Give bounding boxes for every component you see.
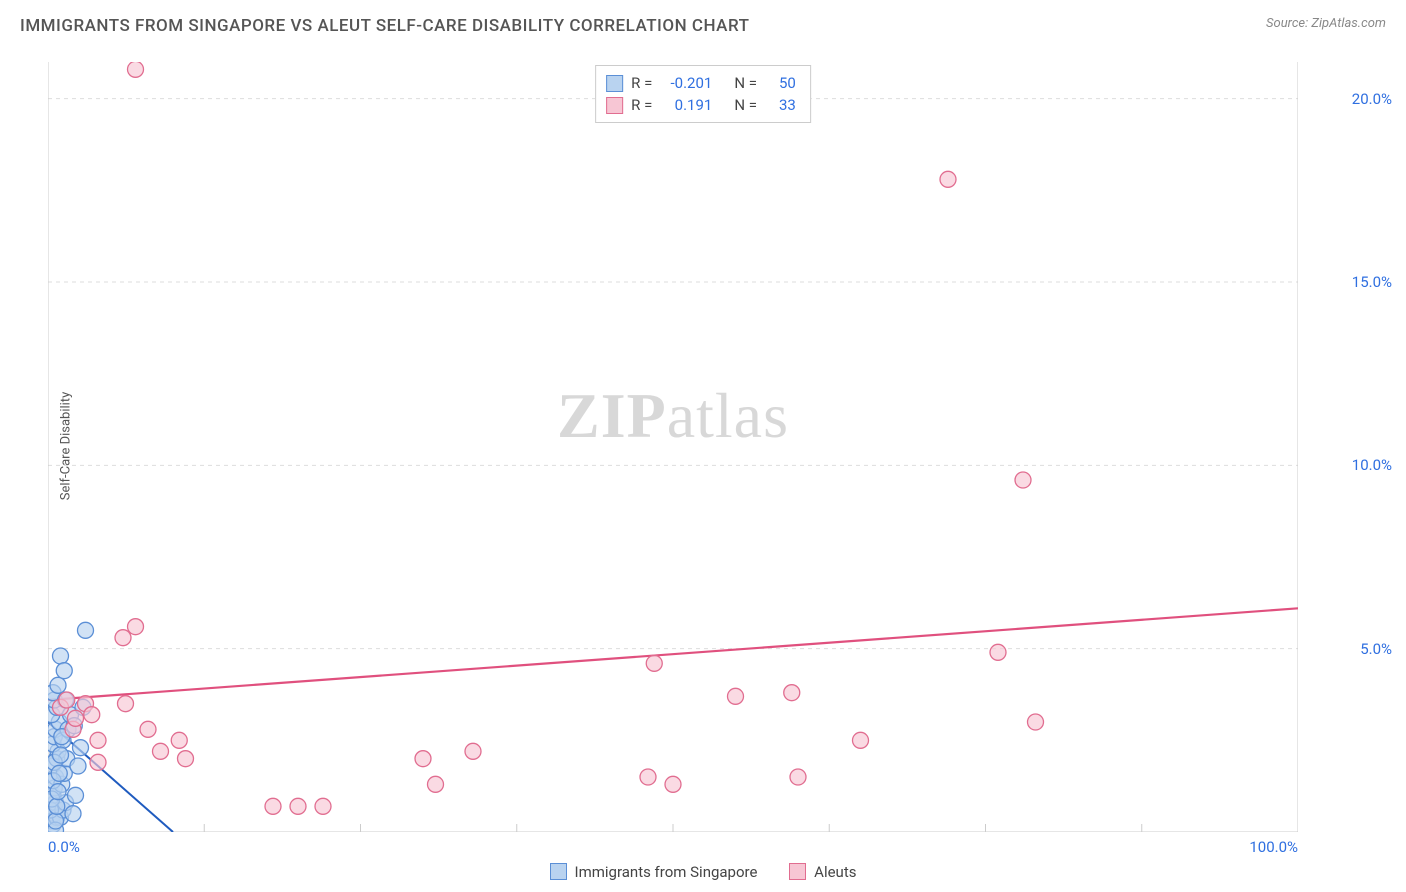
- legend-item-1: Aleuts: [789, 863, 856, 881]
- legend-row-series-0: R = -0.201 N = 50: [606, 72, 796, 94]
- n-label: N =: [734, 72, 757, 94]
- y-axis-tick-labels: 5.0% 10.0% 15.0% 20.0%: [1312, 62, 1392, 832]
- x-axis-tick-labels: 0.0% 100.0%: [48, 836, 1298, 856]
- legend-label-1: Aleuts: [814, 863, 856, 881]
- n-value-0: 50: [779, 72, 796, 94]
- y-tick-label: 15.0%: [1352, 273, 1392, 291]
- swatch-bottom-0: [550, 863, 567, 880]
- r-value-0: -0.201: [660, 72, 712, 94]
- n-label-1: N =: [734, 94, 757, 116]
- x-tick-label: 0.0%: [48, 838, 80, 856]
- source-label: Source: ZipAtlas.com: [1266, 16, 1386, 31]
- chart-svg: [48, 62, 1298, 832]
- swatch-bottom-1: [789, 863, 806, 880]
- header: IMMIGRANTS FROM SINGAPORE VS ALEUT SELF-…: [20, 16, 1386, 46]
- r-label: R =: [631, 72, 652, 94]
- x-tick-label: 100.0%: [1249, 838, 1298, 856]
- swatch-series-0: [606, 75, 623, 92]
- y-tick-label: 10.0%: [1352, 456, 1392, 474]
- r-value-1: 0.191: [660, 94, 712, 116]
- plot-area: ZIPatlas: [48, 62, 1298, 832]
- swatch-series-1: [606, 97, 623, 114]
- bottom-legend: Immigrants from Singapore Aleuts: [0, 863, 1406, 885]
- n-value-1: 33: [779, 94, 796, 116]
- chart-title: IMMIGRANTS FROM SINGAPORE VS ALEUT SELF-…: [20, 16, 749, 36]
- r-label-1: R =: [631, 94, 652, 116]
- legend-item-0: Immigrants from Singapore: [550, 863, 758, 881]
- legend-label-0: Immigrants from Singapore: [575, 863, 758, 881]
- correlation-legend: R = -0.201 N = 50 R = 0.191 N = 33: [595, 65, 811, 123]
- y-tick-label: 20.0%: [1352, 90, 1392, 108]
- y-tick-label: 5.0%: [1360, 640, 1392, 658]
- legend-row-series-1: R = 0.191 N = 33: [606, 94, 796, 116]
